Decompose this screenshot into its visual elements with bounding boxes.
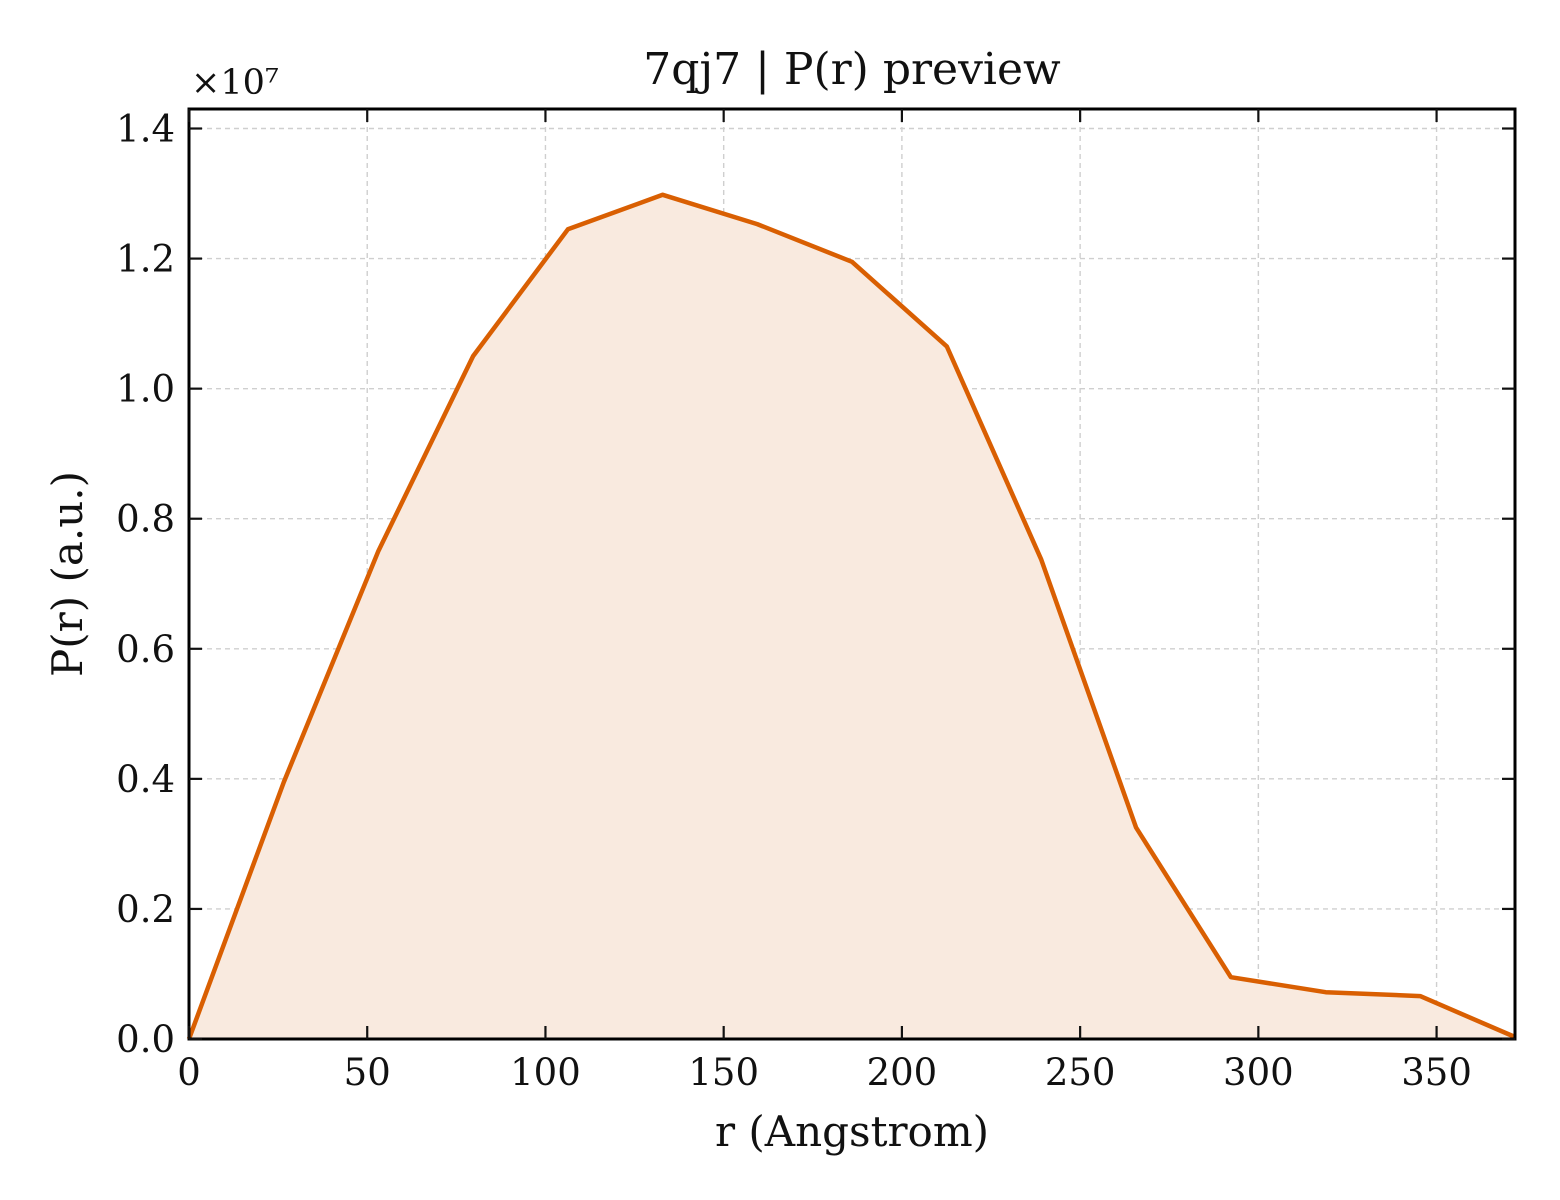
y-offset-label: ×10⁷ (191, 63, 279, 103)
y-tick-label: 0.2 (116, 888, 175, 931)
x-tick-label: 200 (867, 1051, 938, 1094)
x-tick-label: 350 (1401, 1051, 1472, 1094)
x-tick-label: 250 (1045, 1051, 1116, 1094)
x-tick-label: 100 (510, 1051, 581, 1094)
y-tick-label: 0.6 (116, 628, 175, 671)
y-tick-label: 1.0 (116, 368, 175, 411)
axis-ticks: 0 50 100 150 200 250 300 350 0.0 0.2 0.4 0.6 0.8 1.0 1… (116, 108, 1515, 1094)
x-axis-label: r (Angstrom) (715, 1107, 989, 1156)
y-tick-label: 0.0 (116, 1018, 175, 1061)
pr-area-fill (189, 194, 1515, 1040)
x-tick-label: 0 (177, 1051, 201, 1094)
plot-frame (187, 107, 1517, 1041)
pr-series-line (186, 192, 1516, 1040)
y-tick-label: 1.4 (116, 108, 175, 151)
y-tick-label: 0.4 (116, 758, 175, 801)
y-tick-label: 0.8 (116, 498, 175, 541)
y-tick-label: 1.2 (116, 238, 175, 281)
x-tick-label: 300 (1223, 1051, 1294, 1094)
x-tick-label: 150 (688, 1051, 759, 1094)
x-tick-label: 50 (344, 1051, 391, 1094)
chart-title: 7qj7 | P(r) preview (643, 44, 1061, 95)
y-axis-label: P(r) (a.u.) (43, 471, 92, 677)
